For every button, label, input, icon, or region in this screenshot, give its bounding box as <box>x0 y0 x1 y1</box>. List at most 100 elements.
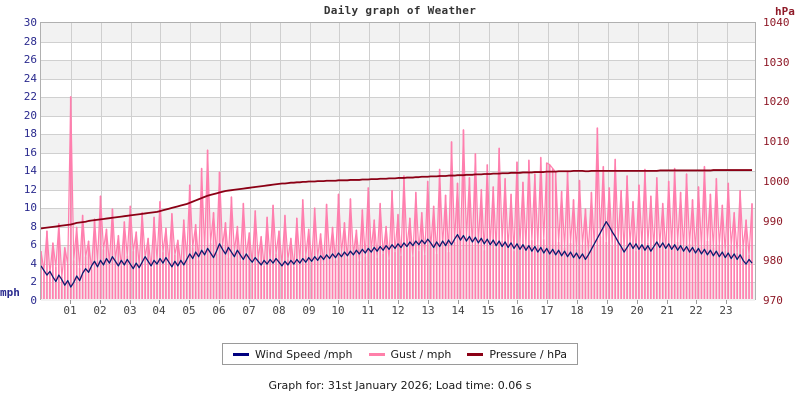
legend-label: Pressure / hPa <box>489 347 567 361</box>
gridline-vertical <box>101 23 102 299</box>
x-axis-label: 02 <box>93 304 107 317</box>
right-axis-label: 1030 <box>763 56 790 69</box>
gridline-horizontal <box>41 153 755 154</box>
x-axis-tick <box>189 300 190 304</box>
legend-item[interactable]: Gust / mph <box>368 347 452 361</box>
x-axis-label: 06 <box>212 304 226 317</box>
x-axis-label: 01 <box>63 304 77 317</box>
x-axis-tick <box>309 300 310 304</box>
gridline-vertical <box>280 23 281 299</box>
right-axis-label: 1020 <box>763 95 790 108</box>
x-axis-tick <box>726 300 727 304</box>
background-band <box>41 23 755 42</box>
gridline-vertical <box>638 23 639 299</box>
x-axis-label: 23 <box>719 304 733 317</box>
x-axis-label: 20 <box>630 304 644 317</box>
x-axis-label: 18 <box>570 304 584 317</box>
x-axis-label: 17 <box>540 304 554 317</box>
right-axis-label: 1000 <box>763 175 790 188</box>
gridline-vertical <box>369 23 370 299</box>
legend-swatch-icon <box>368 352 385 356</box>
x-axis-tick <box>517 300 518 304</box>
x-axis-label: 15 <box>481 304 495 317</box>
left-axis-label: 4 <box>30 257 37 270</box>
x-axis-label: 13 <box>421 304 435 317</box>
x-axis-label: 22 <box>689 304 703 317</box>
left-axis-label: 26 <box>23 53 37 66</box>
legend-swatch-icon <box>233 352 249 356</box>
right-axis-label: 1040 <box>763 16 790 29</box>
x-axis-tick <box>667 300 668 304</box>
gridline-vertical <box>131 23 132 299</box>
left-axis-unit: mph <box>0 286 20 299</box>
left-axis-label: 6 <box>30 238 37 251</box>
gridline-vertical <box>160 23 161 299</box>
left-axis-label: 28 <box>23 35 37 48</box>
x-axis-label: 07 <box>242 304 256 317</box>
left-axis-label: 18 <box>23 127 37 140</box>
x-axis-label: 11 <box>361 304 375 317</box>
gridline-horizontal <box>41 190 755 191</box>
left-axis-label: 0 <box>30 294 37 307</box>
gridline-horizontal <box>41 60 755 61</box>
series-layer <box>41 23 755 299</box>
left-axis-label: 24 <box>23 72 37 85</box>
right-axis-unit: hPa <box>775 5 795 18</box>
gridline-vertical <box>250 23 251 299</box>
x-axis-label: 04 <box>152 304 166 317</box>
left-axis-label: 22 <box>23 90 37 103</box>
series-wind-speed <box>41 222 752 287</box>
x-axis-tick <box>338 300 339 304</box>
x-axis-tick <box>577 300 578 304</box>
background-band <box>41 134 755 153</box>
left-axis-label: 14 <box>23 164 37 177</box>
gridline-vertical <box>697 23 698 299</box>
legend-label: Gust / mph <box>390 347 452 361</box>
x-axis-label: 08 <box>272 304 286 317</box>
gridline-vertical <box>608 23 609 299</box>
x-axis-tick <box>547 300 548 304</box>
gridline-horizontal <box>41 134 755 135</box>
gridline-horizontal <box>41 42 755 43</box>
x-axis-tick <box>219 300 220 304</box>
right-axis-label: 1010 <box>763 135 790 148</box>
gridline-vertical <box>339 23 340 299</box>
gridline-vertical <box>518 23 519 299</box>
gridline-horizontal <box>41 171 755 172</box>
gridline-vertical <box>489 23 490 299</box>
page-title: Daily graph of Weather <box>323 4 477 17</box>
gridline-vertical <box>727 23 728 299</box>
background-band <box>41 60 755 79</box>
gridline-vertical <box>310 23 311 299</box>
gridline-vertical <box>429 23 430 299</box>
gridline-horizontal <box>41 208 755 209</box>
gridline-vertical <box>190 23 191 299</box>
legend-item[interactable]: Pressure / hPa <box>467 348 567 361</box>
x-axis-label: 05 <box>182 304 196 317</box>
x-axis-tick <box>607 300 608 304</box>
gridline-vertical <box>668 23 669 299</box>
gridline-horizontal <box>41 79 755 80</box>
gridline-vertical <box>548 23 549 299</box>
left-axis-label: 30 <box>23 16 37 29</box>
left-axis-label: 8 <box>30 220 37 233</box>
right-axis-label: 990 <box>763 215 783 228</box>
x-axis-label: 14 <box>451 304 465 317</box>
x-axis-tick <box>279 300 280 304</box>
gridline-horizontal <box>41 97 755 98</box>
legend-item[interactable]: Wind Speed /mph <box>233 348 353 361</box>
x-axis-tick <box>458 300 459 304</box>
chart-legend: Wind Speed /mph Gust / mph Pressure / hPa <box>222 343 578 365</box>
gridline-vertical <box>578 23 579 299</box>
x-axis-tick <box>368 300 369 304</box>
chart-svg <box>41 23 755 299</box>
x-axis-label: 09 <box>302 304 316 317</box>
x-axis-label: 16 <box>510 304 524 317</box>
x-axis-label: 03 <box>123 304 137 317</box>
x-axis-label: 19 <box>600 304 614 317</box>
x-axis-tick <box>637 300 638 304</box>
left-axis-label: 16 <box>23 146 37 159</box>
right-axis-label: 980 <box>763 254 783 267</box>
background-band <box>41 97 755 116</box>
footer-caption: Graph for: 31st January 2026; Load time:… <box>268 379 532 392</box>
